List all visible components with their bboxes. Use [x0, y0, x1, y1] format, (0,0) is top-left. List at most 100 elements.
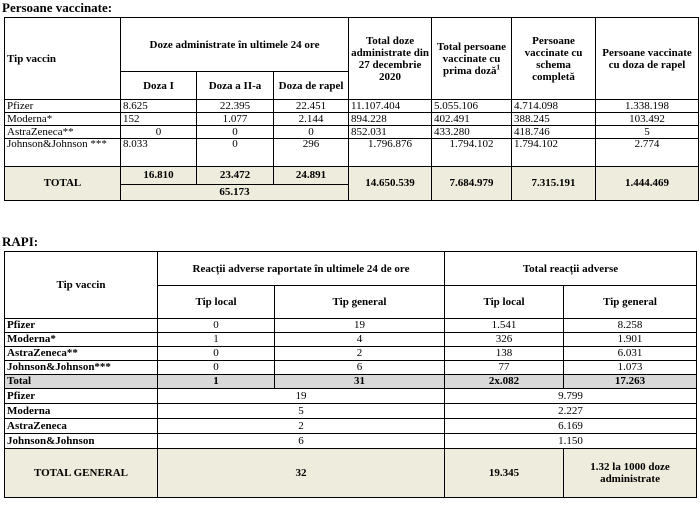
- cell-prima: 5.055.106: [431, 99, 513, 113]
- footnote-marker: 1: [496, 62, 501, 71]
- cell-local-total: 77: [444, 360, 564, 375]
- vaccine-name: Moderna*: [4, 332, 158, 347]
- summary-total: 2.227: [443, 403, 698, 419]
- vaccine-name: Pfizer: [4, 99, 121, 113]
- total-row: TOTAL 16.810 23.472 24.891 14.650.539 7.…: [4, 166, 700, 201]
- summary-name: Moderna: [4, 403, 158, 419]
- summary-total: 9.799: [443, 388, 698, 404]
- cell-rapel: 103.492: [595, 112, 700, 126]
- cell-d2: 22.395: [196, 99, 274, 113]
- cell-general-total: 6.031: [562, 346, 698, 361]
- cell-general-24h: 2: [274, 346, 445, 361]
- col-doza2: Doza a II-a: [196, 71, 274, 100]
- cell-d1: 152: [120, 112, 197, 126]
- cell-d2: 1.077: [196, 112, 274, 126]
- col-total-prima: Total persoane vaccinate cu prima doză1: [431, 17, 513, 100]
- total-total: 14.650.539: [348, 166, 433, 201]
- cell-total: 1.796.876: [348, 138, 433, 167]
- rapi-total-general: 17.263: [562, 374, 698, 389]
- cell-local-24h: 1: [157, 332, 275, 347]
- rapi-col-general-total: Tip general: [562, 285, 698, 319]
- summary-24h: 6: [157, 433, 445, 449]
- rapi-total-general-24h: 31: [274, 374, 445, 389]
- cell-general-24h: 4: [274, 332, 445, 347]
- cell-complet: 4.714.098: [511, 99, 597, 113]
- col-doza1: Doza I: [120, 71, 197, 100]
- total-prima: 7.684.979: [431, 166, 513, 201]
- cell-d3: 2.144: [272, 112, 350, 126]
- vaccine-name: Pfizer: [4, 318, 158, 333]
- grand-total-rate: 1.32 la 1000 doze administrate: [562, 448, 698, 498]
- grand-total-row: TOTAL GENERAL 32 19.345 1.32 la 1000 doz…: [4, 448, 698, 498]
- col-doze-24h: Doze administrate în ultimele 24 ore: [119, 17, 350, 72]
- cell-complet: 418.746: [511, 125, 597, 139]
- table-row: Pfizer 8.625 22.395 22.451 11.107.404 5.…: [4, 99, 700, 113]
- cell-prima: 402.491: [431, 112, 513, 126]
- cell-local-total: 326: [444, 332, 564, 347]
- cell-general-total: 8.258: [562, 318, 698, 333]
- vaccine-name: AstraZeneca**: [4, 346, 158, 361]
- table-row: Johnson&Johnson *** 8.033 0 296 1.796.87…: [4, 138, 700, 167]
- cell-local-24h: 0: [157, 346, 275, 361]
- grand-total-label: TOTAL GENERAL: [4, 448, 158, 498]
- summary-name: AstraZeneca: [4, 418, 158, 434]
- summary-row: AstraZeneca 2 6.169: [4, 418, 698, 434]
- rapi-col-tip-vaccin: Tip vaccin: [4, 251, 158, 319]
- table-row: Pfizer 0 19 1.541 8.258: [4, 318, 698, 333]
- total-rapel: 1.444.469: [595, 166, 700, 201]
- cell-d3: 22.451: [272, 99, 350, 113]
- total-complet: 7.315.191: [511, 166, 597, 201]
- cell-rapel: 5: [595, 125, 700, 139]
- total-d2: 23.472: [196, 166, 274, 185]
- table-row: AstraZeneca** 0 2 138 6.031: [4, 346, 698, 361]
- rapi-col-total: Total reacții adverse: [443, 251, 698, 286]
- summary-total: 6.169: [443, 418, 698, 434]
- table-row: AstraZeneca** 0 0 0 852.031 433.280 418.…: [4, 125, 700, 139]
- vaccinated-heading: Persoane vaccinate:: [2, 0, 113, 15]
- table-row: Moderna* 1 4 326 1.901: [4, 332, 698, 347]
- cell-prima: 1.794.102: [431, 138, 513, 167]
- vaccine-name: Johnson&Johnson***: [4, 360, 158, 375]
- summary-24h: 19: [157, 388, 445, 404]
- summary-row: Moderna 5 2.227: [4, 403, 698, 419]
- vaccine-name: Johnson&Johnson ***: [4, 138, 121, 167]
- cell-rapel: 1.338.198: [595, 99, 700, 113]
- summary-name: Johnson&Johnson: [4, 433, 158, 449]
- summary-24h: 2: [157, 418, 445, 434]
- cell-prima: 433.280: [431, 125, 513, 139]
- col-cu-rapel: Persoane vaccinate cu doza de rapel: [595, 17, 700, 100]
- rapi-table: Tip vaccin Reacții adverse raportate în …: [4, 251, 698, 498]
- cell-general-24h: 19: [274, 318, 445, 333]
- rapi-col-general-24h: Tip general: [274, 285, 445, 319]
- total-label: TOTAL: [4, 166, 121, 201]
- rapi-total-local-24h: 1: [157, 374, 275, 389]
- cell-total: 894.228: [348, 112, 433, 126]
- table-row: Moderna* 152 1.077 2.144 894.228 402.491…: [4, 112, 700, 126]
- cell-total: 852.031: [348, 125, 433, 139]
- vaccinated-table: Tip vaccin Doze administrate în ultimele…: [4, 17, 700, 201]
- vaccine-name: Moderna*: [4, 112, 121, 126]
- cell-d1: 8.625: [120, 99, 197, 113]
- rapi-col-local-24h: Tip local: [157, 285, 275, 319]
- total-sum-24h: 65.173: [119, 184, 350, 201]
- cell-d2: 0: [196, 125, 274, 139]
- rapi-total-local: 2x.082: [444, 374, 564, 389]
- grand-total-24h: 32: [157, 448, 445, 498]
- grand-total-total: 19.345: [444, 448, 564, 498]
- summary-row: Pfizer 19 9.799: [4, 388, 698, 404]
- rapi-heading: RAPI:: [2, 234, 39, 249]
- col-total-doze: Total doze administrate din 27 decembrie…: [348, 17, 433, 100]
- col-doza-rapel: Doza de rapel: [272, 71, 350, 100]
- col-schema-completa: Persoane vaccinate cu schema completă: [511, 17, 597, 100]
- cell-d3: 0: [272, 125, 350, 139]
- cell-general-24h: 6: [274, 360, 445, 375]
- cell-complet: 1.794.102: [511, 138, 597, 167]
- cell-local-24h: 0: [157, 360, 275, 375]
- total-d3: 24.891: [272, 166, 350, 185]
- rapi-col-24h: Reacții adverse raportate în ultimele 24…: [157, 251, 445, 286]
- rapi-col-local-total: Tip local: [444, 285, 564, 319]
- table-row: Johnson&Johnson*** 0 6 77 1.073: [4, 360, 698, 375]
- total-d1: 16.810: [120, 166, 197, 185]
- cell-d3: 296: [272, 138, 350, 167]
- summary-24h: 5: [157, 403, 445, 419]
